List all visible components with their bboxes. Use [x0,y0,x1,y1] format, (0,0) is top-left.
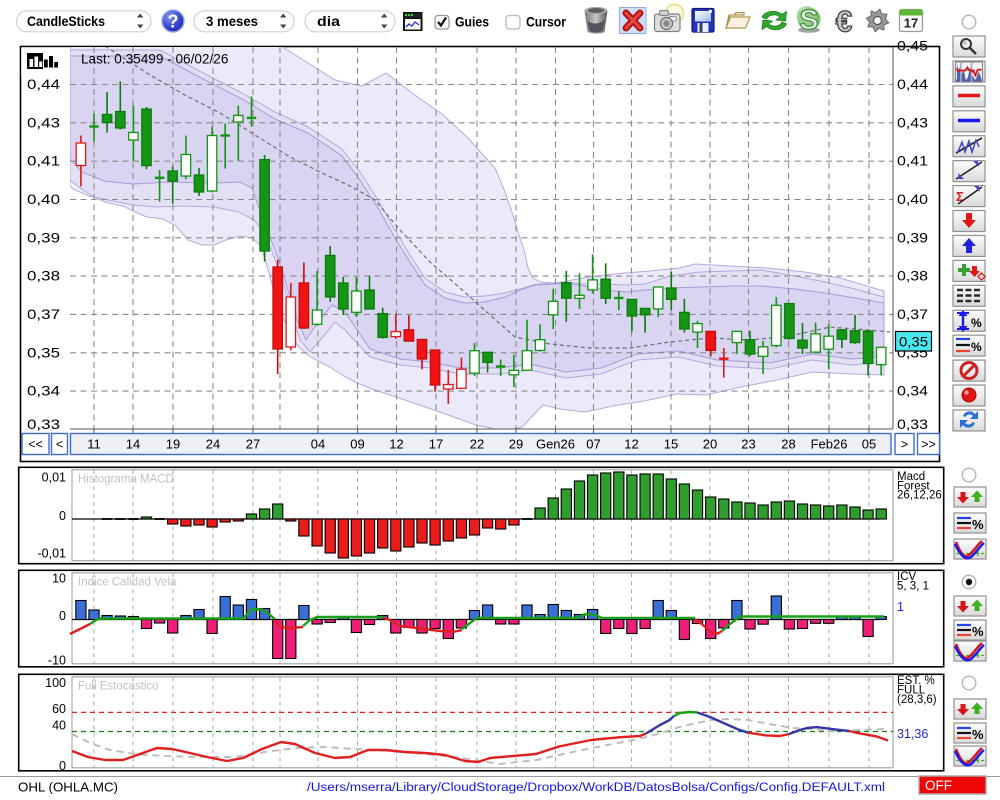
svg-text:0: 0 [59,509,66,523]
svg-text:Macd: Macd [897,471,925,483]
svg-text:>: > [901,438,908,452]
svg-text:Forest: Forest [897,480,930,492]
svg-text:05: 05 [862,437,876,452]
svg-text:14: 14 [126,437,140,452]
svg-text:0,45: 0,45 [897,38,928,54]
svg-text:Histograma MACD: Histograma MACD [78,473,174,485]
svg-text:%: % [971,340,982,354]
svg-text:0: 0 [59,759,66,773]
svg-text:CandleSticks: CandleSticks [27,14,105,29]
svg-text:Σ: Σ [956,189,964,204]
svg-text:12: 12 [389,437,403,452]
svg-text:20: 20 [703,437,717,452]
svg-text:19: 19 [166,437,180,452]
svg-text:-10: -10 [48,654,66,668]
svg-text:Gen26: Gen26 [536,437,575,452]
svg-text:/Users/mserra/Library/CloudSto: /Users/mserra/Library/CloudStorage/Dropb… [307,780,885,794]
svg-text:0,44: 0,44 [897,76,928,92]
svg-text:17: 17 [904,16,918,31]
svg-text:26,12,26: 26,12,26 [897,489,942,501]
svg-text:0,33: 0,33 [897,416,928,432]
svg-text:dia: dia [317,14,341,29]
svg-text:(28,3,6): (28,3,6) [897,694,937,706]
svg-text:0,43: 0,43 [897,114,928,130]
svg-text:Indice Calidad Vela: Indice Calidad Vela [78,576,177,588]
svg-text:0,37: 0,37 [897,306,928,322]
svg-text:Feb26: Feb26 [811,437,848,452]
svg-text:0,41: 0,41 [27,153,60,169]
svg-text:5, 3, 1: 5, 3, 1 [897,581,929,593]
svg-text:?: ? [168,12,179,32]
svg-text:11: 11 [87,437,101,452]
svg-text:OHL (OHLA.MC): OHL (OHLA.MC) [18,780,118,795]
svg-text:Guies: Guies [455,15,489,30]
svg-text:0: 0 [59,609,66,623]
svg-text:€: € [836,6,853,39]
svg-text:0,38: 0,38 [27,268,60,284]
svg-text:Cursor: Cursor [526,15,567,30]
svg-text:3 meses: 3 meses [206,14,258,29]
svg-text:%: % [971,316,982,330]
svg-text:0,38: 0,38 [897,268,928,284]
svg-text:FULL: FULL [897,685,926,697]
svg-text:<: < [56,438,63,452]
svg-text:29: 29 [509,437,523,452]
svg-text:%: % [972,727,984,742]
svg-text:23: 23 [741,437,755,452]
svg-text:0,33: 0,33 [27,416,60,432]
svg-text:1: 1 [897,600,904,614]
svg-text:S: S [800,4,819,35]
svg-text:0,44: 0,44 [27,76,60,92]
svg-text:-0,01: -0,01 [38,547,67,561]
svg-text:22: 22 [470,437,484,452]
svg-text:0,41: 0,41 [897,153,928,169]
svg-text:Full Estocastico: Full Estocastico [78,680,159,692]
svg-text:0,34: 0,34 [27,383,60,399]
svg-text:12: 12 [624,437,638,452]
svg-text:0,37: 0,37 [27,306,60,322]
svg-text:0,35: 0,35 [27,344,60,360]
svg-text:09: 09 [350,437,364,452]
svg-text:17: 17 [429,437,443,452]
svg-text:31,36: 31,36 [897,727,928,741]
svg-text:ICV: ICV [897,571,917,583]
svg-text:0,40: 0,40 [27,191,60,207]
svg-text:60: 60 [52,702,66,716]
svg-text:<<: << [28,438,43,452]
svg-text:Last: 0.35499 - 06/02/26: Last: 0.35499 - 06/02/26 [81,52,228,67]
svg-text:24: 24 [206,437,220,452]
svg-text:0,34: 0,34 [897,383,928,399]
svg-text:%: % [972,624,984,639]
svg-text:0,39: 0,39 [897,229,928,245]
svg-text:%: % [972,517,984,532]
svg-text:15: 15 [664,437,678,452]
svg-text:0,40: 0,40 [897,191,928,207]
svg-text:0,43: 0,43 [27,114,60,130]
svg-text:100: 100 [45,676,66,690]
svg-text:>>: >> [921,438,936,452]
svg-text:10: 10 [52,572,66,586]
svg-text:27: 27 [246,437,260,452]
svg-text:0,01: 0,01 [42,471,66,485]
svg-text:07: 07 [586,437,600,452]
svg-text:EST. %: EST. % [897,675,935,687]
svg-text:OFF: OFF [925,778,952,793]
svg-text:40: 40 [52,719,66,733]
svg-text:04: 04 [311,437,325,452]
svg-text:0,35: 0,35 [899,334,928,350]
svg-text:0,39: 0,39 [27,229,60,245]
svg-text:28: 28 [781,437,795,452]
